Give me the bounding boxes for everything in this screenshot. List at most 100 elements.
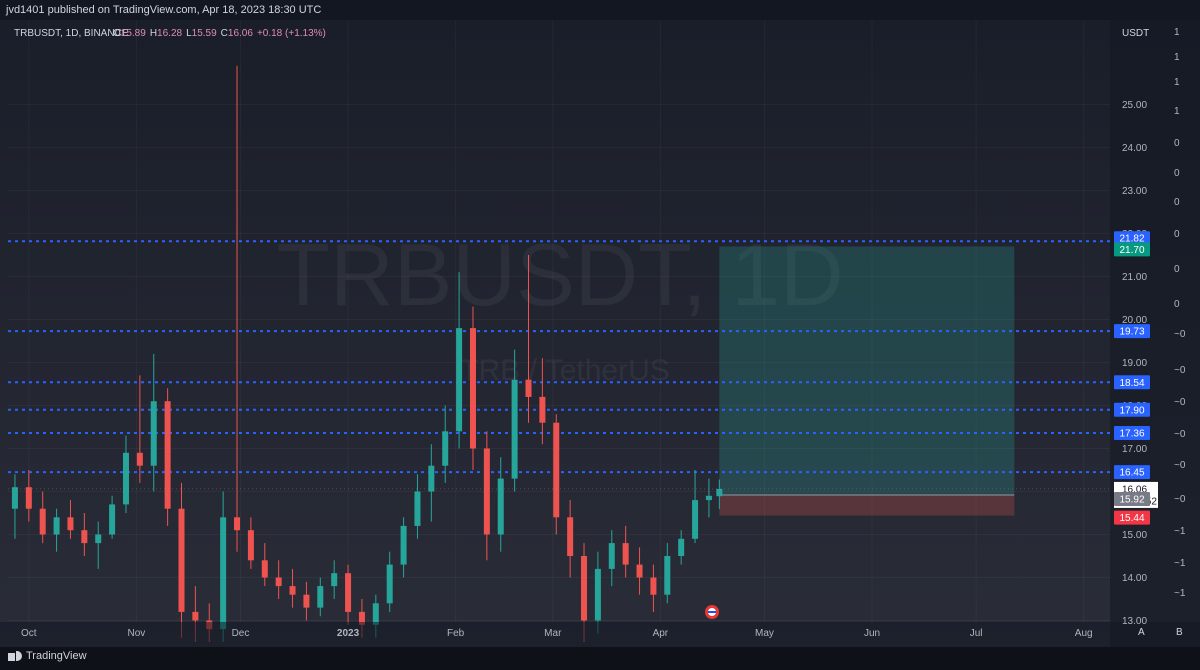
target-price-tag-bg <box>1114 242 1150 257</box>
stop-price-tag[interactable]: 15.44 <box>1114 510 1150 525</box>
candle-body <box>11 487 18 509</box>
candle <box>150 353 157 492</box>
candle-body <box>275 577 282 587</box>
time-scale-panel[interactable] <box>0 622 1200 647</box>
candle <box>109 495 116 539</box>
candle-body <box>594 568 601 621</box>
candle <box>553 414 560 535</box>
candle-body <box>220 517 227 630</box>
y-tick-label: 14.00 <box>1122 573 1147 584</box>
currency-label: USDT <box>1122 28 1149 39</box>
right-edge-label: ~0 <box>1174 429 1186 440</box>
right-edge-scale: 1 1 1 1 0 0 0 0 0 0 ~0 ~0 ~0 ~0 ~0 ~0 ~1 ~1 ~1 <box>1174 27 1186 599</box>
brand-name: TradingView <box>26 650 87 662</box>
entry-price-tag[interactable]: 15.92 <box>1114 491 1150 506</box>
level-price-tag-bg <box>1114 231 1150 246</box>
target-price-tag[interactable]: 21.70 <box>1114 242 1150 257</box>
candle-body <box>303 594 310 608</box>
level-price-tag[interactable]: 21.82 <box>1114 231 1150 246</box>
x-tick-label: 2023 <box>337 628 360 639</box>
long-position-tool[interactable] <box>719 246 1015 516</box>
candle-body <box>414 491 421 526</box>
candle-body <box>497 478 504 535</box>
level-price-tag-text: 21.82 <box>1119 234 1144 245</box>
y-tick-label: 19.00 <box>1122 358 1147 369</box>
target-zone[interactable] <box>719 246 1015 495</box>
candle <box>289 568 296 608</box>
target-price-tag-text: 21.70 <box>1119 245 1144 256</box>
right-edge-label: ~0 <box>1174 460 1186 471</box>
level-price-tag-bg <box>1114 324 1150 339</box>
level-price-tag[interactable]: 18.54 <box>1114 375 1150 390</box>
candle <box>483 431 490 561</box>
tradingview-logo[interactable]: TradingView <box>8 650 87 662</box>
candle <box>622 525 629 578</box>
x-tick-label: Oct <box>21 628 37 639</box>
right-edge-label: 0 <box>1174 138 1180 149</box>
level-price-tag[interactable]: 16.45 <box>1114 465 1150 480</box>
candle <box>303 581 310 621</box>
candle <box>81 513 88 556</box>
candle <box>678 530 685 565</box>
y-tick-label: 20.00 <box>1122 315 1147 326</box>
footer-bar: TradingView <box>0 647 1200 670</box>
candle <box>525 255 532 423</box>
candle-body <box>553 422 560 518</box>
ohlc-legend: TRBUSDT, 1D, BINANCE O15.89 H16.28 L15.59 C… <box>14 28 326 39</box>
candle <box>247 517 254 569</box>
candle-body <box>331 573 338 587</box>
candle <box>497 457 504 552</box>
candle <box>539 358 546 445</box>
candle-body <box>386 564 393 604</box>
candle-body <box>664 556 671 595</box>
candle <box>567 500 574 578</box>
candle-body <box>622 543 629 565</box>
plot-background <box>0 20 1200 647</box>
watermark-name: TRB / TetherUS <box>460 354 670 387</box>
stop-price-tag-text: 15.44 <box>1119 513 1144 524</box>
candle <box>317 577 324 617</box>
candle-body <box>692 500 699 539</box>
x-tick-label: Aug <box>1075 628 1093 639</box>
candle-body <box>178 508 185 612</box>
candle-body <box>567 517 574 556</box>
y-tick-label: 17.00 <box>1122 444 1147 455</box>
candle <box>345 564 352 625</box>
candle <box>692 470 699 544</box>
candle <box>442 405 449 483</box>
auto-scale-button[interactable]: A <box>1138 627 1145 638</box>
level-price-tag[interactable]: 19.73 <box>1114 324 1150 339</box>
candle-body <box>317 586 324 608</box>
candle-body <box>150 401 157 466</box>
candle-body <box>261 560 268 578</box>
right-edge-label: 0 <box>1174 229 1180 240</box>
last-price-value: 16.06 <box>1122 484 1147 495</box>
level-price-tag-text: 18.54 <box>1119 378 1144 389</box>
price-chart[interactable]: TRBUSDT, 1D TRB / TetherUS TRBUSDT, 1D, … <box>0 20 1200 647</box>
level-price-tag[interactable]: 17.90 <box>1114 402 1150 417</box>
entry-price-tag-bg <box>1114 491 1150 506</box>
candle <box>39 491 46 544</box>
candle-body <box>109 504 116 535</box>
tradingview-icon <box>8 651 22 661</box>
candle-body <box>25 487 32 509</box>
candle-body <box>608 543 615 569</box>
candle <box>511 349 518 492</box>
horizontal-levels[interactable] <box>8 240 1113 474</box>
candle-body <box>428 465 435 492</box>
candle <box>53 508 60 552</box>
grid <box>8 20 1110 622</box>
earnings-icon[interactable] <box>705 605 719 619</box>
level-price-tag[interactable]: 17.36 <box>1114 426 1150 441</box>
candle-body <box>95 534 102 544</box>
candle <box>636 547 643 595</box>
candle <box>716 479 723 510</box>
candle-body <box>442 431 449 466</box>
candle-body <box>247 530 254 561</box>
y-tick-label: 13.00 <box>1122 616 1147 627</box>
legend-ohlc: O15.89 H16.28 L15.59 C16.06 +0.18 (+1.13%) <box>113 28 326 39</box>
stop-zone[interactable] <box>719 494 1015 516</box>
scale-mode-button[interactable]: B <box>1176 627 1183 638</box>
candle-body <box>234 517 241 531</box>
candle-body <box>705 495 712 501</box>
